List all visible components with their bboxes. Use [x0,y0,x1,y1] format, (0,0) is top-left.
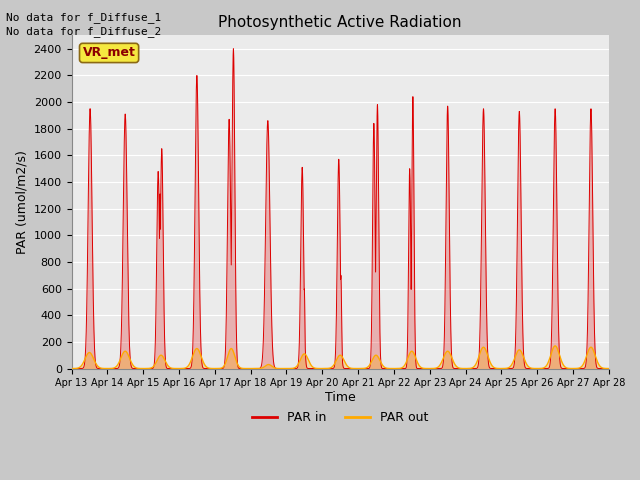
Text: No data for f_Diffuse_1: No data for f_Diffuse_1 [6,12,162,23]
Title: Photosynthetic Active Radiation: Photosynthetic Active Radiation [218,15,462,30]
Text: No data for f_Diffuse_2: No data for f_Diffuse_2 [6,26,162,37]
Text: VR_met: VR_met [83,47,136,60]
Y-axis label: PAR (umol/m2/s): PAR (umol/m2/s) [15,150,28,254]
X-axis label: Time: Time [324,391,356,404]
Legend: PAR in, PAR out: PAR in, PAR out [247,406,433,429]
